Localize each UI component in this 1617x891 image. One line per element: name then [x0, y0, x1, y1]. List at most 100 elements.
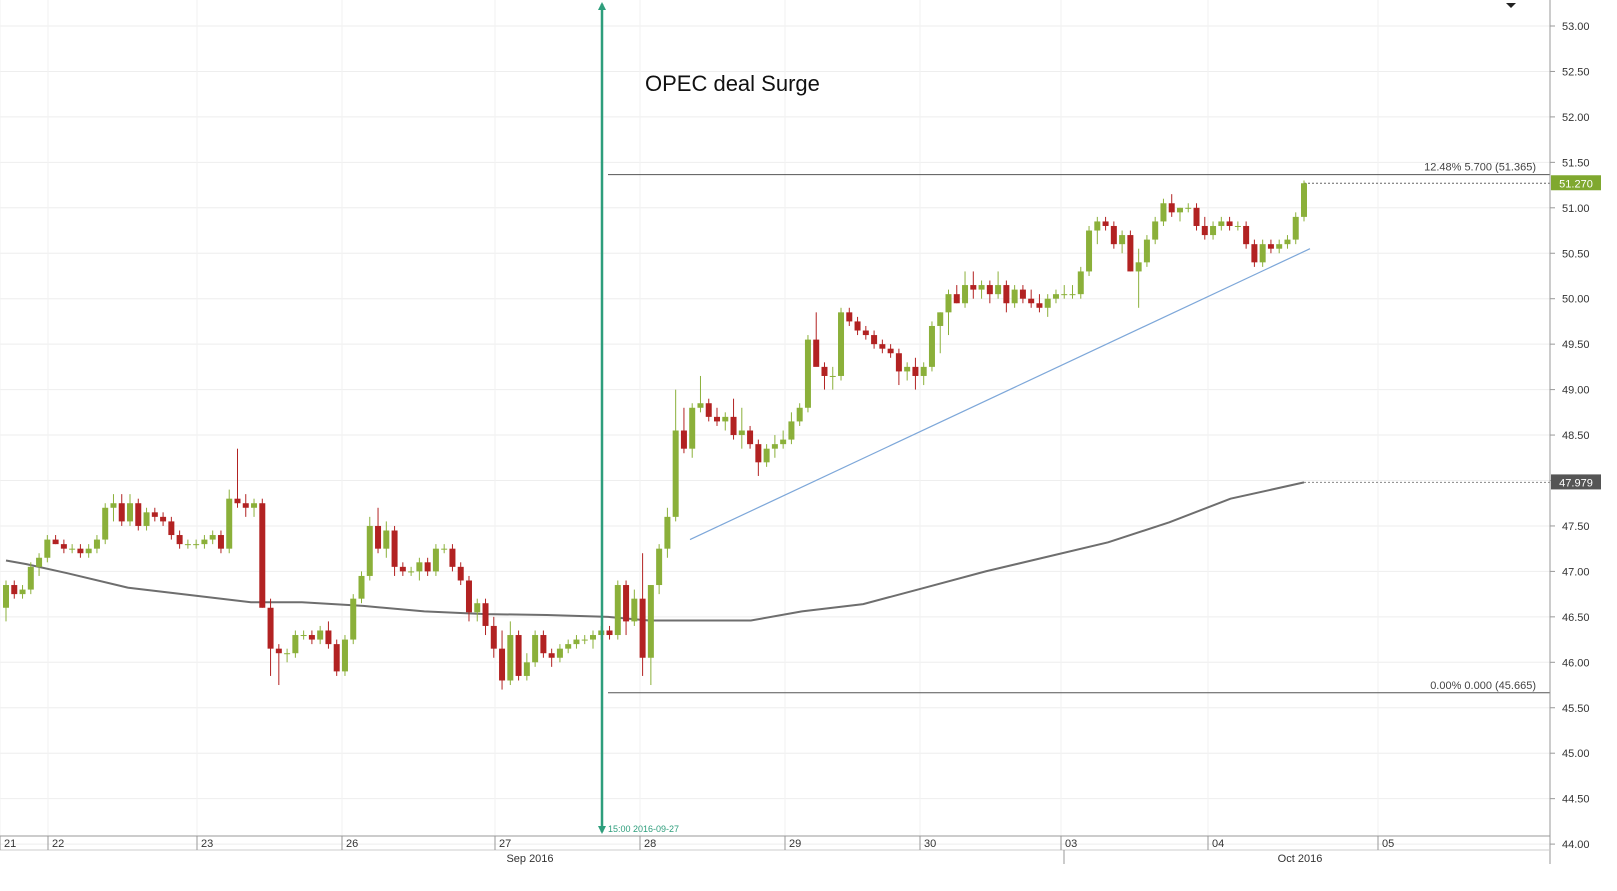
candle-body [747, 430, 754, 445]
candle-body [366, 525, 373, 576]
candle-body [507, 635, 514, 681]
candle-body [755, 444, 762, 463]
candle-body [482, 603, 489, 626]
candle-body [275, 648, 282, 654]
candle-body [168, 521, 175, 536]
candle-body [143, 512, 150, 526]
arrow-up-icon [598, 2, 606, 10]
x-axis-day-label: 26 [346, 838, 358, 850]
candle-body [449, 548, 456, 567]
candle-body [441, 548, 448, 550]
candle-body [722, 416, 729, 422]
candle-body [36, 557, 43, 567]
candle-body [11, 585, 18, 595]
candle-body [1218, 221, 1225, 226]
candle-body [383, 530, 390, 549]
candle-body [904, 366, 911, 372]
candle-body [895, 353, 902, 372]
candle-body [962, 285, 969, 304]
candle-body [1036, 303, 1043, 308]
fibonacci-levels: 12.48% 5.700 (51.365) 0.00% 0.000 (45.665… [608, 162, 1550, 694]
y-axis-tick-label: 50.50 [1562, 248, 1590, 260]
fib-level-top-label: 12.48% 5.700 (51.365) [1424, 162, 1536, 174]
candle-body [399, 566, 406, 572]
candle-body [1086, 230, 1093, 272]
candle-body [135, 503, 142, 526]
candle-body [1127, 235, 1134, 272]
candle-body [970, 285, 977, 290]
candle-body [672, 430, 679, 517]
candle-body [209, 535, 216, 540]
candle-body [1061, 294, 1068, 296]
candle-body [3, 585, 9, 608]
candle-body [1267, 244, 1274, 249]
candle-body [1201, 225, 1208, 236]
candle-body [160, 516, 167, 522]
candle-body [1176, 207, 1183, 213]
candle-body [110, 503, 117, 508]
y-axis-tick-label: 47.50 [1562, 521, 1590, 533]
candle-body [77, 548, 84, 554]
candle-body [540, 635, 547, 654]
candle-body [267, 607, 274, 649]
candle-body [490, 625, 497, 649]
candle-body [548, 653, 555, 658]
y-axis-tick-label: 49.00 [1562, 385, 1590, 397]
candle-body [1011, 289, 1018, 304]
vertical-marker-layer: 15:00 2016-09-27 [598, 2, 679, 834]
candle-body [375, 525, 382, 549]
trendline-layer [689, 182, 1550, 541]
candle-body [432, 548, 439, 572]
candle-body [556, 648, 563, 658]
candle-body [300, 635, 307, 637]
candle-body [1077, 271, 1084, 295]
candle-body [1243, 225, 1250, 245]
candle-body [796, 407, 803, 422]
candle-body [978, 285, 985, 290]
trendline [689, 248, 1311, 541]
last-price-tag-bg [1551, 175, 1601, 191]
candle-body [705, 403, 712, 417]
candle-body [937, 312, 944, 326]
candle-body [193, 544, 200, 546]
candle-body [127, 503, 134, 522]
candle-body [60, 544, 67, 549]
candle-body [201, 539, 208, 545]
candle-body [85, 548, 92, 554]
candle-body [804, 339, 811, 408]
candle-body [474, 603, 481, 613]
candle-body [1119, 235, 1126, 245]
candle-body [854, 321, 861, 331]
candle-body [664, 516, 671, 549]
candle-body [838, 312, 845, 376]
annotation-text: OPEC deal Surge [645, 71, 820, 96]
candle-body [623, 585, 630, 622]
y-axis-tick-label: 47.00 [1562, 566, 1590, 578]
ma-tag-text: 47.979 [1559, 477, 1593, 489]
candle-body [457, 566, 464, 581]
candle-body [341, 639, 348, 672]
candle-body [763, 448, 770, 463]
y-axis-tick-label: 44.00 [1562, 839, 1590, 851]
candle-body [259, 503, 266, 608]
candle-body [1003, 285, 1010, 304]
x-axis-day-label: 23 [201, 838, 213, 850]
candle-body [788, 421, 795, 440]
candle-body [639, 598, 646, 658]
x-axis-day-label: 29 [789, 838, 801, 850]
candle-body [391, 530, 398, 567]
candle-body [1168, 203, 1175, 213]
candle-body [1160, 203, 1167, 222]
candle-body [532, 635, 539, 663]
candle-body [581, 639, 588, 641]
x-axis-month-label: Oct 2016 [1278, 853, 1323, 865]
candle-body [1259, 244, 1266, 263]
candle-body [912, 366, 919, 376]
candle-body [771, 444, 778, 449]
candle-body [118, 503, 125, 522]
x-axis-day-label: 30 [924, 838, 936, 850]
candle-body [1210, 225, 1217, 236]
candle-body [1135, 262, 1142, 272]
candle-body [871, 335, 878, 345]
